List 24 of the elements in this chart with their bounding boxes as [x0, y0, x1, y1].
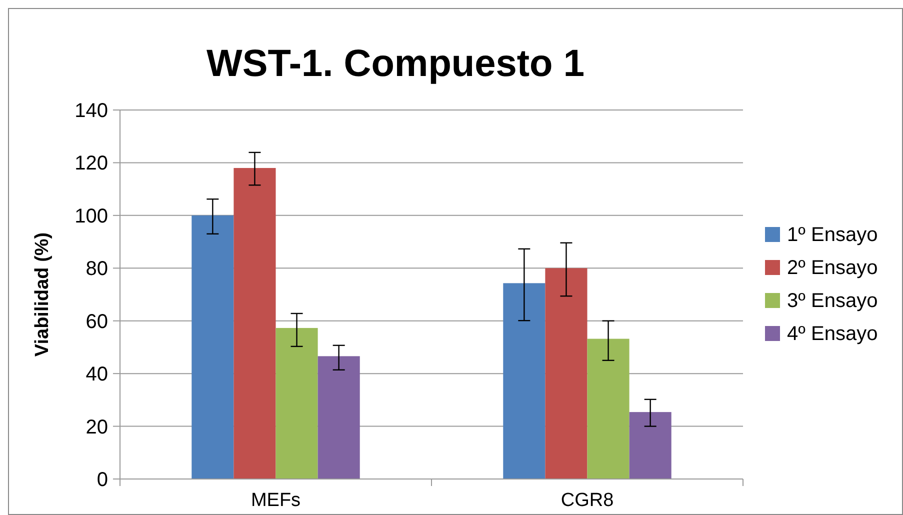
y-tick-label: 100: [74, 205, 108, 228]
legend-label: 1º Ensayo: [787, 224, 878, 246]
legend-label: 4º Ensayo: [787, 323, 878, 345]
chart-title: WST-1. Compuesto 1: [206, 43, 584, 85]
bar: [629, 412, 672, 479]
bar: [318, 356, 360, 479]
y-tick-label: 140: [74, 100, 108, 122]
y-tick-label: 20: [86, 416, 108, 438]
bar: [234, 168, 276, 479]
y-tick-label: 0: [96, 469, 108, 491]
y-tick-label: 40: [86, 364, 108, 386]
y-tick-label: 80: [86, 258, 108, 280]
legend-label: 3º Ensayo: [787, 290, 878, 312]
bar: [503, 283, 546, 479]
y-tick-label: 60: [86, 310, 108, 333]
x-tick-label: CGR8: [560, 490, 614, 511]
bar: [276, 328, 318, 479]
x-tick-label: MEFs: [250, 490, 301, 511]
bar: [545, 268, 588, 479]
legend-label: 2º Ensayo: [787, 257, 878, 279]
y-tick-label: 120: [74, 152, 108, 175]
bar: [587, 338, 630, 479]
bar: [192, 215, 234, 479]
y-axis-title: Viabilidad (%): [32, 232, 53, 357]
